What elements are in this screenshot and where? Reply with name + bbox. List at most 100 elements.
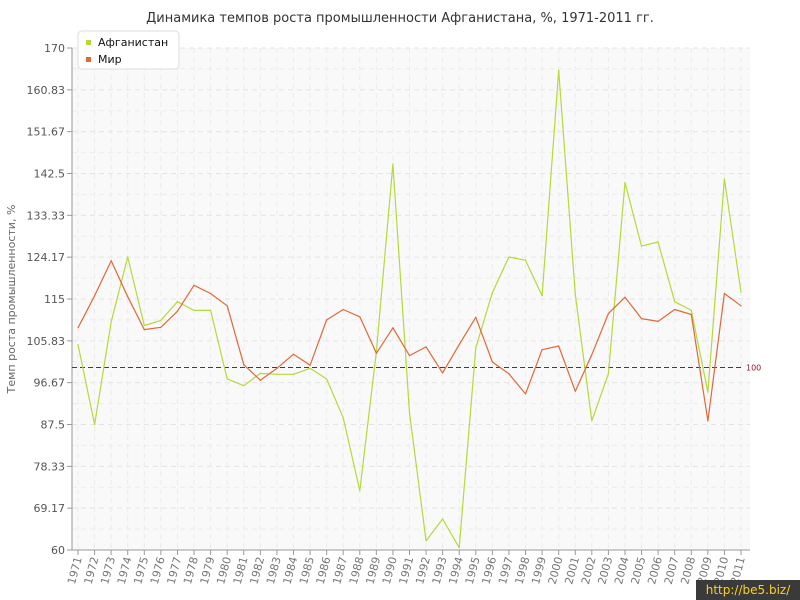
- legend: Афганистан Мир: [77, 30, 180, 70]
- grid: [72, 47, 750, 550]
- data-point: [607, 373, 610, 375]
- data-point: [193, 284, 195, 286]
- data-point: [475, 316, 477, 318]
- chart-title: Динамика темпов роста промышленности Афг…: [146, 11, 654, 26]
- data-point: [243, 364, 245, 366]
- data-point: [541, 349, 543, 351]
- data-point: [607, 313, 610, 315]
- y-tick-label: 151.67: [27, 126, 66, 139]
- data-point: [193, 309, 195, 312]
- legend-label-afghanistan: Афганистан: [98, 36, 168, 49]
- data-point: [408, 354, 411, 357]
- data-point: [591, 420, 593, 422]
- data-point: [176, 310, 179, 312]
- data-point: [524, 393, 527, 395]
- data-point: [624, 182, 626, 184]
- data-point: [508, 373, 510, 375]
- data-point: [93, 295, 96, 297]
- legend-swatch-world: [86, 57, 91, 62]
- data-point: [309, 364, 311, 366]
- data-point: [392, 163, 394, 165]
- y-tick-label: 124.17: [27, 251, 66, 264]
- y-tick-label: 96.67: [34, 377, 66, 390]
- data-point: [458, 344, 460, 346]
- series-group: [77, 69, 742, 549]
- y-tick-label: 78.33: [34, 460, 66, 473]
- data-point: [226, 378, 228, 380]
- data-point: [276, 367, 278, 369]
- data-point: [408, 412, 411, 414]
- legend-swatch-afghanistan: [86, 40, 91, 45]
- data-point: [674, 301, 676, 303]
- data-point: [292, 373, 295, 375]
- data-point: [342, 417, 344, 419]
- data-point: [143, 328, 145, 331]
- data-point: [359, 316, 361, 318]
- data-point: [292, 353, 295, 355]
- data-point: [723, 178, 726, 180]
- data-point: [259, 372, 261, 374]
- y-tick-label: 160.83: [27, 84, 66, 97]
- data-point: [458, 547, 460, 549]
- data-point: [574, 390, 576, 392]
- data-point: [491, 292, 493, 294]
- data-point: [640, 318, 643, 320]
- data-point: [176, 301, 179, 303]
- data-point: [524, 259, 527, 261]
- y-tick-label: 115: [44, 293, 65, 306]
- data-point: [210, 292, 212, 295]
- y-tick-label: 142.5: [34, 168, 66, 181]
- data-point: [375, 352, 377, 354]
- data-point: [690, 309, 692, 312]
- data-point: [740, 291, 742, 293]
- data-point: [160, 326, 162, 328]
- data-point: [574, 293, 576, 296]
- data-point: [624, 296, 626, 298]
- data-point: [127, 296, 129, 298]
- data-point: [558, 69, 560, 71]
- data-point: [425, 540, 427, 542]
- y-tick-label: 170: [44, 42, 65, 55]
- data-point: [326, 378, 328, 380]
- data-point: [674, 308, 676, 311]
- data-point: [93, 423, 96, 426]
- data-point: [259, 379, 261, 381]
- data-point: [442, 518, 444, 520]
- legend-box: [77, 30, 180, 70]
- data-point: [723, 292, 726, 295]
- data-point: [591, 354, 593, 356]
- data-point: [425, 346, 427, 348]
- data-point: [110, 321, 112, 323]
- data-point: [326, 319, 328, 321]
- data-point: [475, 347, 477, 349]
- data-point: [690, 313, 692, 316]
- y-tick-label: 60: [51, 544, 65, 557]
- data-point: [541, 295, 543, 297]
- reference-line-label: 100: [746, 363, 761, 372]
- data-point: [657, 241, 659, 243]
- data-point: [77, 344, 79, 346]
- y-tick-label: 105.83: [27, 335, 66, 348]
- data-point: [508, 256, 510, 258]
- data-point: [143, 324, 145, 327]
- data-point: [707, 420, 709, 422]
- watermark: http://be5.biz/: [696, 580, 800, 600]
- data-point: [243, 385, 245, 387]
- data-point: [392, 327, 394, 329]
- data-point: [359, 490, 361, 492]
- data-point: [226, 305, 228, 307]
- data-point: [342, 308, 344, 311]
- data-point: [707, 391, 709, 393]
- data-point: [160, 319, 162, 322]
- data-point: [558, 345, 560, 347]
- legend-label-world: Мир: [98, 53, 122, 66]
- data-point: [442, 372, 444, 374]
- y-tick-label: 69.17: [34, 502, 66, 515]
- data-point: [491, 361, 493, 363]
- data-point: [127, 256, 129, 258]
- data-point: [309, 367, 311, 369]
- data-point: [210, 309, 212, 312]
- data-point: [657, 320, 659, 322]
- data-point: [276, 373, 278, 375]
